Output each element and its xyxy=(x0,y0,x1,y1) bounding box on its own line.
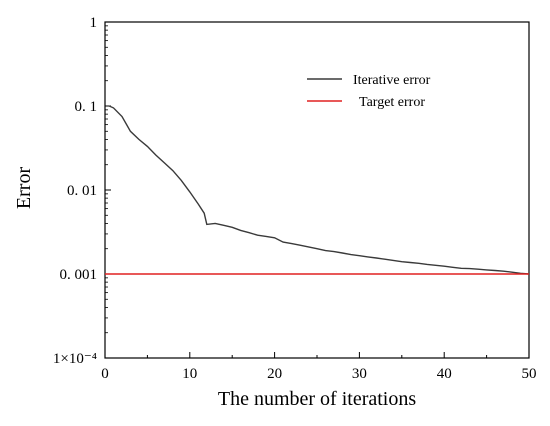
x-tick-label-50: 50 xyxy=(522,366,537,382)
series-line-iterative-error xyxy=(108,105,530,275)
legend-label-iterative-error: Iterative error xyxy=(353,73,431,88)
x-axis-title: The number of iterations xyxy=(218,388,416,410)
plot-frame xyxy=(104,21,530,359)
x-tick-label-0: 0 xyxy=(101,366,109,382)
x-tick-label-40: 40 xyxy=(437,366,452,382)
x-tick-label-20: 20 xyxy=(267,366,282,382)
y-axis-title: Error xyxy=(13,167,35,210)
y-tick-label-1: 0. 001 xyxy=(60,267,98,283)
y-tick-label-3: 0. 1 xyxy=(75,99,98,115)
y-tick-label-2: 0. 01 xyxy=(67,183,97,199)
legend: Iterative error Target error xyxy=(307,73,431,110)
y-tick-label-4: 1 xyxy=(90,15,98,31)
x-tick-label-30: 30 xyxy=(352,366,367,382)
y-tick-label-0: 1×10⁻⁴ xyxy=(53,351,97,367)
x-tick-label-10: 10 xyxy=(182,366,197,382)
plot-area: 0 10 20 30 40 50 1×10⁻⁴ 0. 001 0. 01 0. 1 1 xyxy=(53,15,537,382)
legend-label-target-error: Target error xyxy=(359,95,425,110)
